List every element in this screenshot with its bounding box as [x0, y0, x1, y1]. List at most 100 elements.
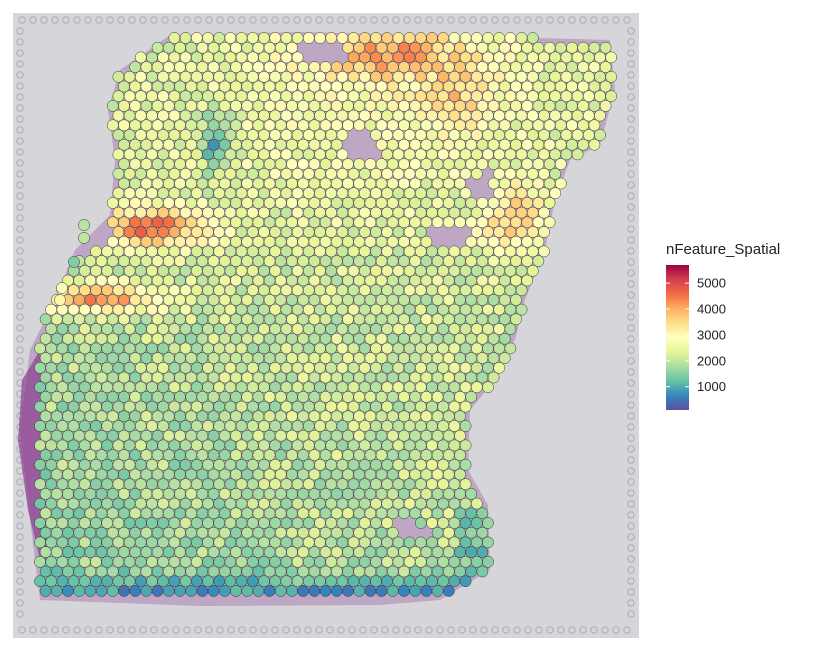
spot [420, 449, 433, 461]
spot [420, 100, 433, 112]
spot [504, 303, 517, 316]
spot [381, 555, 394, 568]
spot [280, 284, 293, 297]
spot [162, 274, 175, 287]
spot [263, 158, 276, 170]
spot [235, 536, 248, 549]
fiducial-dot [73, 626, 81, 634]
spot [459, 245, 472, 258]
spot [258, 536, 270, 549]
spot [230, 565, 242, 578]
spot [482, 536, 494, 549]
spot [230, 138, 242, 151]
spot [190, 70, 203, 83]
spot [202, 109, 214, 122]
spot [129, 352, 142, 364]
spot [571, 51, 584, 64]
spot [437, 303, 450, 316]
spot [179, 32, 192, 44]
spot [118, 410, 130, 423]
spot [202, 187, 214, 200]
spot [543, 41, 556, 54]
fiducial-dot [18, 626, 26, 634]
fiducial-dot [535, 626, 543, 634]
spot [286, 313, 298, 326]
spot [392, 51, 405, 64]
spot [146, 478, 158, 491]
spot [157, 478, 170, 491]
spot [336, 206, 349, 219]
spot [431, 468, 444, 481]
spot [554, 158, 567, 170]
spot [118, 294, 130, 306]
spot [246, 381, 259, 394]
spot [129, 546, 142, 558]
spot [151, 138, 164, 151]
spot [314, 536, 326, 549]
spot [179, 70, 192, 83]
spot [73, 410, 86, 423]
spot [588, 80, 601, 93]
spot [370, 284, 382, 297]
spot [437, 575, 450, 588]
spot [291, 381, 304, 394]
spot [190, 458, 203, 471]
spot [146, 206, 158, 219]
spot [252, 449, 265, 461]
spot [258, 187, 270, 200]
spot [241, 468, 254, 481]
spot [146, 381, 158, 394]
spot [39, 429, 52, 442]
spot [112, 420, 125, 432]
spot [291, 129, 304, 141]
spot [426, 420, 438, 432]
spot [45, 381, 58, 394]
spot [308, 197, 321, 209]
spot [174, 80, 186, 93]
spot [414, 342, 427, 355]
spot [84, 371, 97, 384]
spot [185, 332, 198, 345]
spot [291, 264, 304, 277]
spot [319, 119, 332, 132]
fiducial-dot [16, 82, 24, 90]
spot [168, 70, 181, 83]
spot [431, 294, 444, 306]
spot [358, 361, 371, 374]
spot [420, 274, 433, 287]
spot [34, 517, 46, 529]
spot [504, 167, 517, 180]
spot [364, 100, 377, 112]
spot [347, 51, 360, 64]
spot [454, 488, 466, 500]
spot [263, 410, 276, 423]
spot [353, 546, 366, 558]
spot [274, 197, 287, 209]
fiducial-dot [16, 500, 24, 508]
spot [392, 497, 405, 510]
fiducial-dot [16, 214, 24, 222]
spot [291, 555, 304, 568]
spot [101, 400, 114, 413]
spot [286, 565, 298, 578]
spot [84, 391, 97, 403]
spot [129, 313, 142, 326]
spot [392, 342, 405, 355]
spot [118, 158, 130, 170]
spot [174, 332, 186, 345]
fiducial-dot [627, 269, 635, 277]
spot [409, 235, 422, 248]
spot [78, 284, 91, 297]
spot [258, 51, 270, 64]
spot [493, 51, 506, 64]
spot [426, 458, 438, 471]
spot [134, 536, 147, 549]
fiducial-dot [491, 16, 499, 24]
spot [476, 546, 489, 558]
spot [73, 313, 86, 326]
spot [207, 507, 220, 520]
spot [442, 61, 455, 73]
fiducial-dot [623, 16, 631, 24]
spot [90, 323, 102, 335]
spot [280, 517, 293, 529]
